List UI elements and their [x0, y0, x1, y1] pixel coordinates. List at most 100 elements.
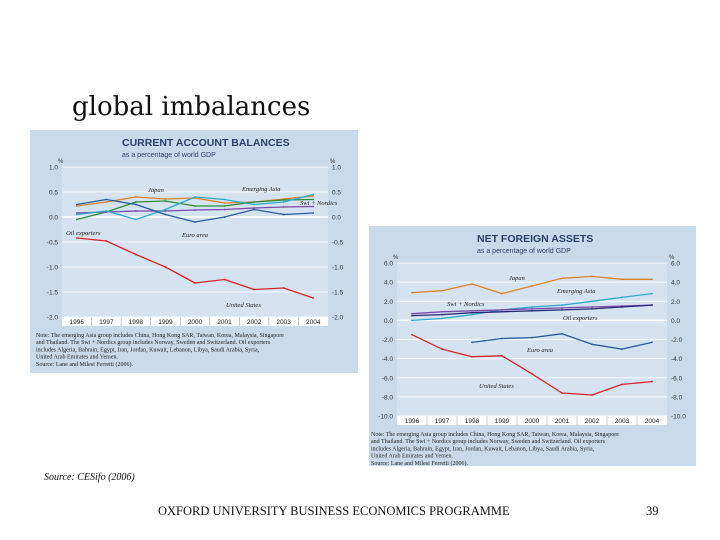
- data-point-emerging-asia: [441, 317, 443, 320]
- data-point-swi-nordics: [441, 310, 443, 313]
- y-tick-label-right: -2.0: [332, 315, 344, 322]
- data-point-japan: [134, 196, 137, 198]
- y-unit-label-left: %: [58, 159, 64, 165]
- data-point-swi-nordics: [561, 307, 563, 309]
- current-account-chart-panel: CURRENT ACCOUNT BALANCES as a percentage …: [30, 130, 358, 373]
- data-point-swi-nordics: [471, 309, 473, 312]
- data-point-united-states: [194, 282, 196, 284]
- x-tick-label: 2000: [188, 319, 203, 326]
- y-tick-label-left: 0.0: [384, 318, 393, 325]
- data-point-emerging-asia: [194, 205, 196, 207]
- data-point-united-states: [471, 355, 473, 358]
- y-tick-label-left: -1.5: [47, 290, 59, 297]
- data-point-united-states: [282, 287, 285, 289]
- y-tick-label-left: 2.0: [384, 299, 393, 306]
- chart-source: Source: Lane and Milesi Ferretti (2006).: [36, 361, 133, 368]
- data-point-japan: [591, 275, 593, 278]
- data-point-japan: [501, 292, 503, 295]
- data-point-oil-exporters: [441, 313, 443, 316]
- data-point-euro-area: [164, 213, 167, 216]
- series-label: United States: [226, 302, 261, 309]
- y-tick-label-right: -4.0: [671, 356, 683, 363]
- series-label: Japan: [148, 187, 164, 194]
- data-point-oil-exporters: [105, 210, 108, 212]
- data-point-oil-exporters: [134, 218, 137, 221]
- data-point-japan: [651, 278, 653, 281]
- x-tick-label: 2004: [645, 418, 660, 425]
- y-tick-label-left: -8.0: [382, 394, 394, 401]
- data-point-swi-nordics: [282, 206, 285, 208]
- y-tick-label-right: -10.0: [671, 414, 686, 421]
- data-point-euro-area: [134, 203, 137, 206]
- data-point-oil-exporters: [312, 193, 315, 196]
- y-tick-label-left: -0.5: [47, 240, 59, 247]
- x-tick-label: 1997: [435, 418, 450, 425]
- data-point-euro-area: [591, 343, 593, 346]
- y-tick-label-left: 6.0: [384, 261, 393, 268]
- x-tick-label: 2000: [525, 418, 540, 425]
- data-point-japan: [223, 202, 226, 204]
- x-tick-label: 1999: [495, 418, 510, 425]
- data-point-japan: [441, 289, 443, 292]
- series-label: Japan: [509, 275, 525, 282]
- data-point-emerging-asia: [471, 313, 473, 316]
- y-tick-label-right: -8.0: [671, 394, 683, 401]
- data-point-oil-exporters: [164, 208, 167, 211]
- data-point-swi-nordics: [591, 306, 593, 308]
- data-point-united-states: [75, 237, 78, 239]
- data-point-emerging-asia: [531, 306, 533, 308]
- data-point-euro-area: [501, 337, 503, 340]
- y-tick-label-left: -2.0: [382, 337, 394, 344]
- data-point-oil-exporters: [501, 310, 503, 313]
- y-tick-label-left: -4.0: [382, 356, 394, 363]
- data-point-oil-exporters: [411, 314, 413, 317]
- data-point-oil-exporters: [194, 196, 196, 198]
- y-tick-label-right: 1.0: [332, 165, 341, 172]
- slide-title: global imbalances: [72, 92, 311, 122]
- data-point-euro-area: [312, 212, 315, 214]
- data-point-united-states: [312, 297, 315, 299]
- data-point-euro-area: [253, 208, 256, 211]
- data-point-oil-exporters: [223, 198, 226, 201]
- x-tick-label: 1998: [465, 418, 480, 425]
- data-point-oil-exporters: [282, 201, 285, 203]
- data-point-swi-nordics: [531, 308, 533, 310]
- data-point-swi-nordics: [312, 205, 315, 208]
- net-foreign-assets-chart: NET FOREIGN ASSETS as a percentage of wor…: [371, 233, 686, 466]
- y-unit-label-right: %: [669, 255, 675, 261]
- data-point-united-states: [591, 394, 593, 396]
- data-point-united-states: [531, 373, 533, 375]
- data-point-oil-exporters: [651, 304, 653, 306]
- data-point-swi-nordics: [501, 308, 503, 311]
- y-tick-label-right: -2.0: [671, 337, 683, 344]
- series-label: Swi + Nordics: [300, 200, 338, 207]
- x-axis-band: [397, 416, 667, 425]
- data-point-japan: [75, 205, 78, 207]
- data-point-japan: [411, 291, 413, 294]
- data-point-united-states: [253, 288, 256, 291]
- data-point-euro-area: [651, 341, 653, 344]
- chart-note: Note: The emerging Asia group includes C…: [36, 333, 284, 361]
- x-axis-band: [62, 317, 328, 326]
- x-tick-label: 1998: [129, 319, 144, 326]
- x-tick-label: 1997: [99, 319, 114, 326]
- y-tick-label-right: 6.0: [671, 261, 680, 268]
- data-point-euro-area: [105, 198, 108, 201]
- chart-source: Source: Lane and Milesi Ferretti (2006).: [371, 460, 468, 466]
- data-point-japan: [531, 285, 533, 287]
- data-point-japan: [105, 201, 108, 203]
- x-tick-label: 1999: [158, 319, 173, 326]
- y-tick-label-right: -1.5: [332, 290, 344, 297]
- data-point-oil-exporters: [253, 203, 256, 206]
- data-point-emerging-asia: [312, 198, 315, 201]
- y-unit-label-right: %: [330, 159, 336, 165]
- data-point-swi-nordics: [411, 312, 413, 315]
- y-tick-label-left: -1.0: [47, 265, 59, 272]
- data-point-swi-nordics: [194, 209, 196, 211]
- data-point-united-states: [651, 380, 653, 383]
- x-tick-label: 2001: [555, 418, 570, 425]
- data-point-euro-area: [531, 336, 533, 339]
- y-unit-label-left: %: [393, 255, 399, 261]
- slide-source: Source: CESifo (2006): [44, 472, 135, 483]
- y-tick-label-right: 0.0: [332, 215, 341, 222]
